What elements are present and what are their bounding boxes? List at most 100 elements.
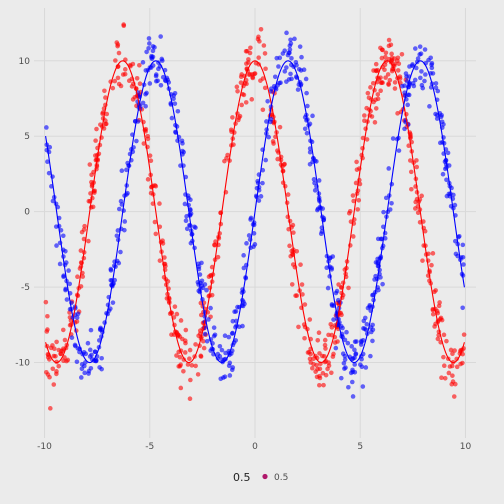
data-point: [137, 62, 142, 68]
data-point: [345, 340, 351, 346]
x-tick-label: -5: [145, 442, 154, 452]
data-point: [66, 268, 71, 273]
data-point: [392, 80, 398, 85]
data-point: [157, 201, 162, 206]
data-point: [141, 141, 147, 146]
data-point: [315, 338, 321, 343]
data-point: [192, 224, 197, 230]
data-point: [368, 353, 373, 359]
data-point: [266, 134, 271, 140]
data-point: [284, 65, 289, 70]
data-point: [99, 355, 104, 361]
data-point: [322, 337, 328, 343]
data-point: [362, 113, 367, 118]
data-point: [389, 51, 394, 57]
data-point: [282, 48, 287, 53]
data-point: [45, 159, 50, 165]
data-point: [153, 231, 159, 237]
x-tick-label: 0: [252, 442, 258, 452]
data-point: [230, 365, 236, 370]
data-point: [289, 56, 294, 61]
data-point: [460, 242, 466, 248]
data-point: [422, 47, 428, 52]
data-point: [265, 99, 270, 104]
data-point: [50, 366, 56, 372]
data-point: [373, 260, 379, 265]
data-point: [304, 130, 310, 136]
data-point: [158, 34, 163, 39]
data-point: [122, 219, 128, 224]
data-point: [365, 90, 371, 96]
data-point: [102, 88, 107, 94]
data-point: [285, 192, 291, 197]
data-point: [449, 381, 455, 387]
data-point: [363, 327, 369, 333]
data-point: [325, 285, 331, 291]
data-point: [302, 302, 308, 307]
fitted-curves: [45, 60, 465, 364]
data-point: [399, 51, 405, 57]
data-point: [150, 48, 156, 54]
data-point: [140, 60, 146, 65]
data-point: [323, 346, 328, 351]
data-point: [419, 82, 425, 88]
data-point: [298, 262, 303, 267]
data-point: [370, 292, 375, 298]
data-point: [60, 233, 66, 239]
data-point: [429, 262, 434, 268]
data-point: [183, 218, 189, 223]
data-point: [296, 324, 301, 330]
data-point: [146, 45, 151, 51]
data-point: [432, 324, 437, 329]
axes: -10 -5 0 5 10 -10 -5 0 5 10: [15, 57, 471, 452]
data-point: [440, 171, 446, 177]
data-point: [187, 347, 193, 353]
data-point: [441, 363, 447, 369]
data-point: [178, 163, 183, 168]
data-point: [272, 74, 278, 80]
data-point: [45, 313, 50, 319]
data-point: [322, 342, 328, 348]
data-point: [352, 362, 358, 367]
data-point: [61, 273, 66, 279]
data-point: [268, 89, 274, 94]
data-point: [342, 357, 348, 362]
data-point: [103, 95, 108, 100]
data-point: [184, 214, 189, 219]
data-point: [369, 329, 374, 335]
data-point: [208, 348, 213, 353]
data-point: [147, 81, 153, 86]
data-point: [372, 120, 378, 125]
data-point: [390, 136, 396, 141]
data-point: [340, 351, 346, 357]
data-point: [112, 78, 118, 84]
data-point: [185, 362, 191, 367]
data-point: [182, 350, 188, 355]
data-point: [415, 210, 421, 215]
data-point: [74, 319, 80, 324]
data-point: [353, 352, 358, 357]
data-point: [395, 58, 400, 63]
data-point: [134, 76, 140, 81]
data-point: [396, 148, 402, 153]
x-tick-label: 10: [460, 442, 472, 452]
data-point: [379, 55, 385, 61]
data-point: [329, 302, 335, 307]
data-point: [329, 370, 334, 376]
data-point: [435, 336, 441, 342]
data-point: [374, 68, 379, 74]
data-point: [69, 335, 75, 340]
data-point: [443, 166, 448, 172]
data-point: [226, 334, 232, 340]
data-point: [120, 72, 126, 77]
data-point: [278, 80, 283, 85]
data-point: [330, 254, 336, 259]
data-point: [307, 356, 313, 362]
data-point: [447, 364, 453, 369]
data-point: [325, 366, 330, 372]
data-point: [46, 170, 52, 176]
data-point: [381, 209, 386, 215]
data-point: [346, 210, 352, 216]
data-point: [240, 303, 246, 309]
data-point: [419, 69, 424, 74]
